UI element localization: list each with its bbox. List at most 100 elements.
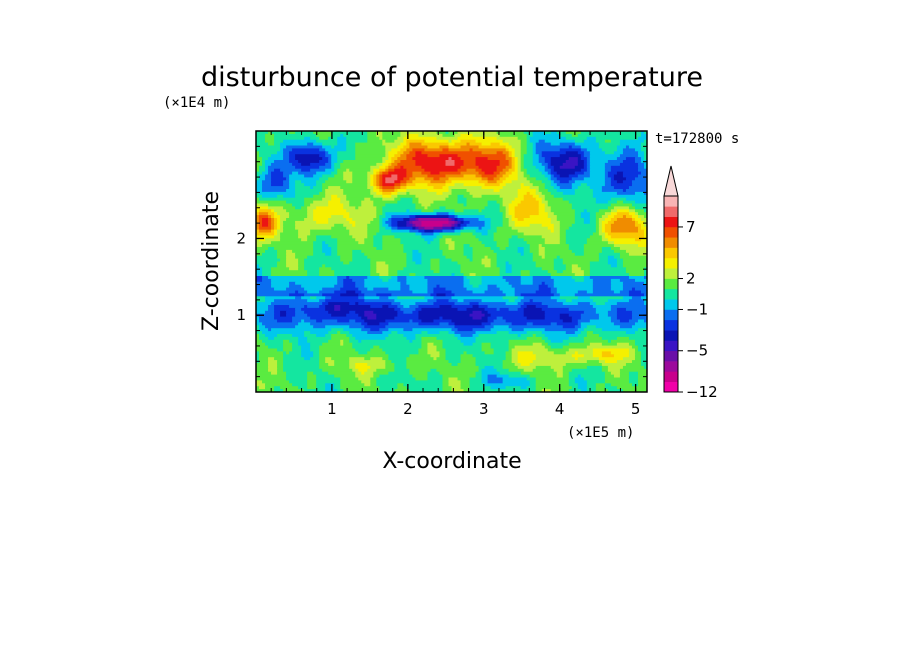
contour-cell bbox=[454, 223, 459, 228]
contour-cell bbox=[604, 180, 612, 184]
contour-cell bbox=[379, 229, 392, 234]
contour-cell bbox=[493, 325, 510, 329]
contour-cell bbox=[388, 334, 404, 338]
x-scale-label: (×1E5 m) bbox=[567, 425, 634, 441]
contour-cell bbox=[457, 336, 477, 341]
contour-cell bbox=[517, 354, 537, 358]
contour-cell bbox=[484, 220, 492, 225]
contour-cell bbox=[523, 160, 534, 164]
contour-cell bbox=[391, 157, 398, 161]
contour-cell bbox=[457, 200, 468, 205]
contour-cell bbox=[262, 252, 278, 257]
contour-cell bbox=[499, 189, 519, 193]
contour-cell bbox=[460, 270, 501, 274]
contour-cell bbox=[292, 383, 308, 387]
contour-cell bbox=[640, 354, 647, 358]
contour-cell bbox=[610, 284, 624, 289]
contour-cell bbox=[472, 310, 483, 315]
contour-cell bbox=[460, 145, 480, 149]
contour-cell bbox=[592, 348, 630, 352]
contour-cell bbox=[496, 168, 504, 173]
contour-cell bbox=[541, 200, 549, 205]
contour-cell bbox=[535, 389, 543, 392]
contour-cell bbox=[301, 206, 308, 210]
contour-cell bbox=[541, 191, 552, 196]
contour-cell bbox=[289, 180, 296, 184]
contour-cell bbox=[325, 299, 365, 303]
contour-cell bbox=[433, 342, 444, 347]
contour-cell bbox=[310, 162, 326, 167]
contour-cell bbox=[505, 171, 513, 176]
contour-cell bbox=[301, 296, 311, 300]
contour-cell bbox=[463, 203, 468, 207]
contour-cell bbox=[421, 171, 432, 176]
contour-cell bbox=[589, 151, 606, 155]
contour-cell bbox=[436, 368, 480, 373]
contour-cell bbox=[550, 229, 555, 234]
contour-cell bbox=[358, 296, 365, 300]
contour-cell bbox=[355, 374, 374, 379]
contour-cell bbox=[490, 247, 501, 251]
contour-cell bbox=[634, 354, 642, 358]
contour-cell bbox=[514, 220, 552, 225]
contour-cell bbox=[364, 325, 386, 329]
contour-cell bbox=[532, 131, 546, 135]
contour-cell bbox=[313, 241, 323, 245]
contour-cell bbox=[274, 310, 281, 315]
contour-cell bbox=[265, 299, 275, 303]
contour-cell bbox=[643, 276, 647, 280]
contour-cell bbox=[448, 145, 462, 149]
contour-cell bbox=[610, 197, 627, 202]
contour-cell bbox=[274, 168, 281, 173]
contour-cell bbox=[550, 322, 558, 326]
contour-cell bbox=[397, 276, 407, 280]
contour-cell bbox=[637, 345, 647, 350]
contour-cell bbox=[445, 162, 456, 167]
contour-cell bbox=[613, 249, 627, 254]
contour-cell bbox=[355, 148, 386, 152]
contour-cell bbox=[364, 310, 374, 315]
contour-cell bbox=[607, 241, 615, 245]
contour-cell bbox=[373, 194, 383, 199]
contour-cell bbox=[637, 162, 645, 167]
contour-cell bbox=[394, 363, 407, 367]
contour-cell bbox=[382, 209, 407, 213]
contour-cell bbox=[271, 131, 290, 135]
contour-cell bbox=[502, 360, 513, 364]
contour-cell bbox=[286, 209, 308, 213]
contour-cell bbox=[370, 305, 383, 309]
contour-cell bbox=[553, 226, 561, 231]
contour-cell bbox=[604, 226, 612, 231]
contour-cell bbox=[262, 218, 269, 222]
contour-cell bbox=[256, 345, 269, 350]
contour-cell bbox=[352, 368, 359, 373]
contour-cell bbox=[409, 354, 432, 358]
contour-cell bbox=[403, 310, 413, 315]
contour-cell bbox=[529, 191, 537, 196]
contour-cell bbox=[361, 249, 404, 254]
contour-cell bbox=[496, 165, 507, 170]
contour-cell bbox=[442, 133, 456, 138]
contour-cell bbox=[301, 354, 314, 358]
contour-cell bbox=[286, 264, 299, 268]
contour-cell bbox=[379, 273, 389, 277]
contour-cell bbox=[451, 180, 480, 184]
contour-cell bbox=[586, 160, 591, 164]
contour-cell bbox=[634, 238, 642, 242]
contour-cell bbox=[574, 189, 594, 193]
contour-cell bbox=[505, 148, 510, 152]
contour-cell bbox=[487, 377, 504, 381]
contour-cell bbox=[523, 162, 534, 167]
contour-cell bbox=[610, 168, 639, 173]
contour-cell bbox=[271, 183, 284, 187]
contour-cell bbox=[310, 229, 350, 234]
contour-cell bbox=[463, 174, 477, 178]
contour-cell bbox=[463, 160, 477, 164]
contour-cell bbox=[472, 354, 507, 358]
contour-cell bbox=[586, 241, 609, 245]
contour-cell bbox=[256, 342, 266, 347]
contour-cell bbox=[430, 293, 438, 297]
contour-cell bbox=[481, 368, 498, 373]
contour-cell bbox=[547, 200, 570, 205]
